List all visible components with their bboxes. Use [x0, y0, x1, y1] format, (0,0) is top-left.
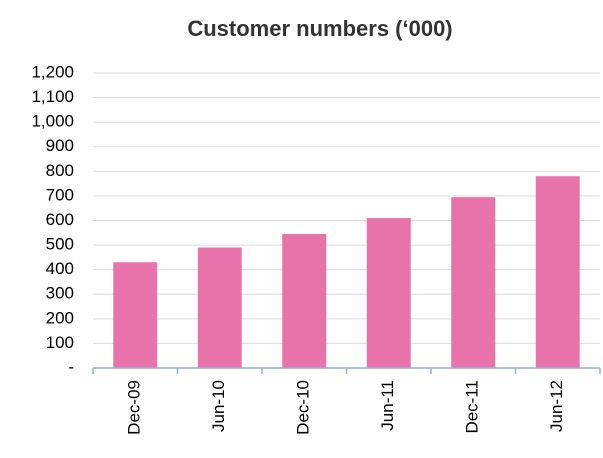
x-tick-label: Jun-12 [547, 380, 566, 432]
y-tick-label: 800 [46, 161, 74, 180]
y-tick-label: 1,100 [31, 87, 74, 106]
y-tick-label: 1,200 [31, 62, 74, 81]
bar [535, 176, 580, 368]
bar [282, 234, 327, 368]
y-tick-label: 1,000 [31, 112, 74, 131]
y-tick-label: 900 [46, 136, 74, 155]
bar [366, 218, 411, 368]
y-tick-label: 200 [46, 308, 74, 327]
x-tick-label: Dec-11 [463, 380, 482, 434]
y-tick-label: 600 [46, 210, 74, 229]
x-tick-label: Dec-09 [125, 380, 144, 435]
bar [197, 247, 242, 368]
x-tick-label: Dec-10 [294, 380, 313, 435]
y-tick-label: 300 [46, 284, 74, 303]
chart-title: Customer numbers (‘000) [187, 16, 452, 41]
bar [113, 262, 158, 368]
y-tick-label: 400 [46, 259, 74, 278]
y-tick-label: 500 [46, 235, 74, 254]
y-tick-label: 700 [46, 185, 74, 204]
x-tick-label: Jun-10 [209, 380, 228, 432]
bar [451, 197, 496, 368]
y-tick-label: 100 [46, 333, 74, 352]
y-tick-label: - [68, 357, 74, 376]
x-tick-label: Jun-11 [378, 380, 397, 431]
